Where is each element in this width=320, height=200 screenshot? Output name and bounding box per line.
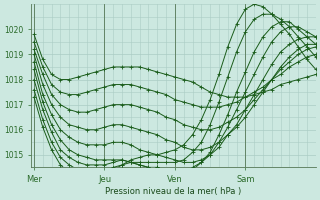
- X-axis label: Pression niveau de la mer( hPa ): Pression niveau de la mer( hPa ): [105, 187, 242, 196]
